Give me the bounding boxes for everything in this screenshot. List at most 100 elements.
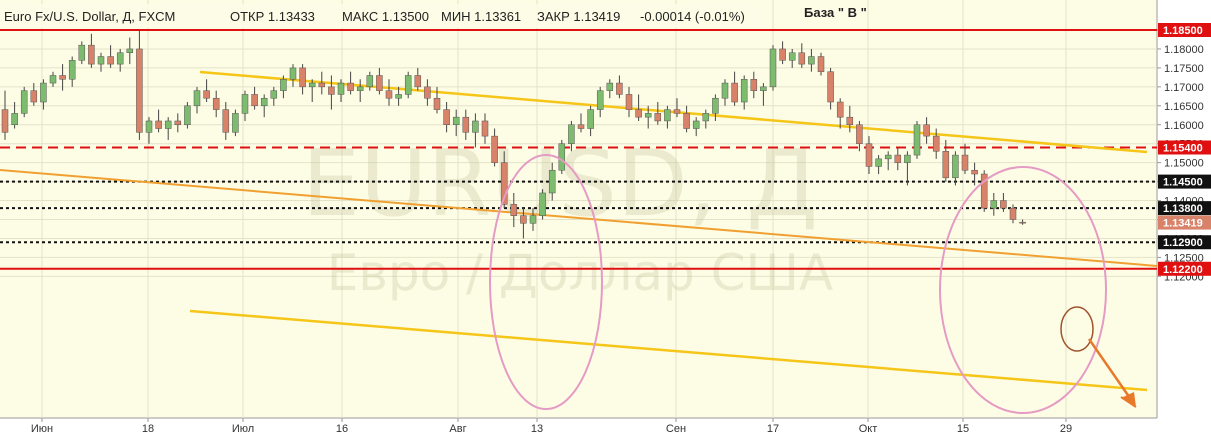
candle-body	[126, 48, 134, 53]
candle-body	[788, 52, 796, 61]
upper-trend-line[interactable]	[199, 70, 1148, 154]
candle-body	[1019, 221, 1026, 224]
candle-body	[68, 60, 76, 80]
candle-body	[116, 52, 124, 65]
candle-body	[328, 86, 335, 95]
candle-body	[683, 113, 690, 129]
candle-body	[673, 109, 681, 114]
candle-body	[222, 109, 230, 133]
price-level-tag-label: 1.15400	[1163, 142, 1203, 154]
candle-body	[366, 75, 374, 88]
candle-body	[644, 113, 652, 118]
price-level-tag	[1158, 201, 1211, 216]
candle-body	[184, 105, 191, 126]
price-level-tag	[1158, 261, 1211, 276]
price-level-tag	[1158, 140, 1211, 155]
candle-body	[779, 48, 786, 61]
candle-body	[712, 97, 719, 114]
last-candle-ellipse[interactable]	[1060, 306, 1094, 352]
projection-arrow[interactable]	[1087, 338, 1137, 408]
candle-body	[212, 97, 220, 110]
candle-body	[260, 97, 268, 107]
candle-body	[424, 86, 431, 99]
horizontal-levels	[0, 29, 1157, 270]
candle-body	[817, 56, 825, 72]
candle-body	[299, 67, 306, 88]
candle-body	[856, 124, 863, 144]
price-tick-label: 1.15000	[1164, 158, 1204, 170]
candle-body	[913, 124, 921, 156]
candle-body	[308, 82, 316, 88]
time-tick-label: 17	[767, 423, 779, 435]
price-tick-label: 1.16000	[1164, 120, 1204, 132]
candle-body	[875, 158, 882, 167]
high-value: МАКС 1.13500	[342, 9, 429, 24]
candle-body	[155, 120, 162, 129]
candle-body	[577, 124, 585, 129]
time-tick-label: Сен	[666, 423, 686, 435]
price-axis: 1.180001.175001.170001.165001.160001.155…	[1157, 23, 1211, 283]
price-level-tag-label: 1.13800	[1163, 203, 1203, 215]
candle-body	[433, 97, 441, 110]
candle-body	[558, 143, 566, 171]
candle-body	[760, 86, 767, 91]
candle-body	[971, 169, 978, 175]
candle-body	[721, 82, 729, 99]
left-highlight-ellipse[interactable]	[489, 154, 603, 410]
open-value: ОТКР 1.13433	[230, 9, 315, 24]
price-level-tag	[1158, 23, 1211, 37]
candle-body	[942, 151, 950, 179]
candle-body	[664, 109, 671, 122]
candle-body	[356, 86, 364, 91]
arrow-shaft	[1087, 338, 1134, 402]
middle-trend-line[interactable]	[0, 169, 1158, 267]
time-axis: Июн 18 Июл 16 Авг 13 Сен 17 Окт 15 29	[31, 418, 1072, 435]
candle-body	[587, 109, 594, 129]
candle-body	[376, 75, 383, 91]
candle-body	[174, 120, 182, 125]
time-tick-label: Июн	[31, 423, 53, 435]
candle-body	[952, 154, 959, 179]
candle-body	[510, 204, 518, 216]
lower-trend-line[interactable]	[189, 309, 1148, 392]
candle-body	[904, 154, 911, 163]
candle-body	[347, 82, 354, 91]
candle-body	[606, 82, 614, 91]
candle-body	[596, 90, 604, 110]
time-tick-label: 16	[336, 423, 348, 435]
candle-body	[97, 56, 105, 65]
candle-body	[337, 82, 345, 95]
candle-body	[990, 200, 998, 209]
candle-body	[280, 79, 287, 91]
price-level-tag-label: 1.14500	[1163, 177, 1203, 189]
time-axis-background	[0, 418, 1157, 437]
price-level-tag-label: 1.12900	[1163, 237, 1203, 249]
candle-body	[500, 162, 508, 205]
instrument-title: Euro Fx/U.S. Dollar, Д, FXCM	[4, 9, 175, 24]
right-highlight-ellipse[interactable]	[939, 166, 1107, 414]
candle-body	[1, 109, 9, 133]
low-value: МИН 1.13361	[441, 9, 521, 24]
candle-body	[616, 82, 623, 95]
candle-body	[49, 75, 57, 84]
candle-body	[529, 215, 537, 224]
change-value: -0.00014 (-0.01%)	[640, 9, 745, 24]
candle-body	[1009, 207, 1017, 220]
price-level-tag-label: 1.18500	[1163, 25, 1203, 37]
candle-body	[472, 120, 479, 133]
candle-body	[193, 90, 201, 107]
candle-body	[884, 154, 892, 160]
candle-body	[11, 113, 18, 125]
time-tick-label: 15	[957, 423, 969, 435]
candle-body	[836, 101, 844, 118]
candle-body	[491, 135, 498, 163]
candle-body	[798, 52, 806, 65]
candle-body	[625, 94, 633, 110]
candle-body	[203, 90, 210, 99]
base-note: База " В "	[804, 5, 867, 20]
candle-body	[568, 124, 575, 144]
header-background	[0, 4, 760, 28]
price-level-tag-label: 1.12200	[1163, 264, 1203, 276]
candle-body	[481, 120, 489, 137]
